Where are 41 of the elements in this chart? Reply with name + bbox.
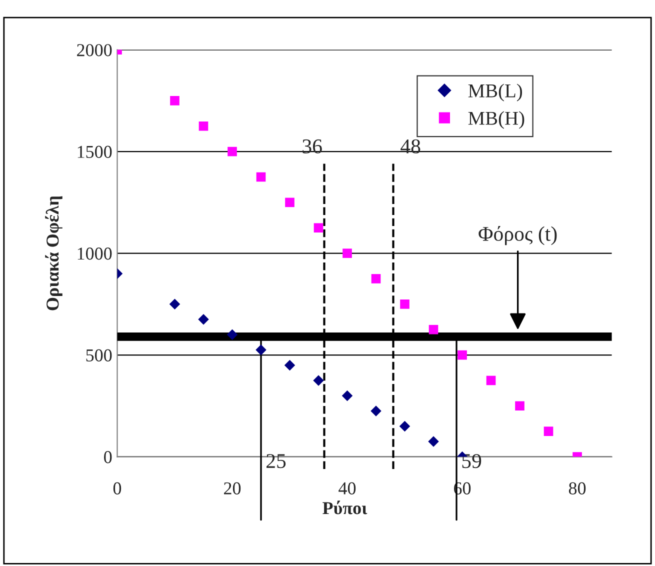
point: [228, 146, 237, 156]
ref-line-label: 48: [400, 139, 420, 154]
legend-label: MB(H): [468, 111, 524, 129]
point: [170, 96, 180, 106]
ref-line-label: 25: [266, 454, 286, 468]
y-tick-label: 1500: [78, 146, 112, 158]
point: [399, 420, 410, 432]
point: [226, 329, 238, 340]
annotation: Φόρος (t): [478, 226, 557, 246]
x-tick-label: 80: [568, 482, 586, 494]
point: [371, 274, 381, 284]
point: [314, 223, 324, 233]
x-tick-label: 20: [224, 482, 241, 494]
point: [428, 324, 438, 334]
x-tick-label: 40: [338, 482, 356, 494]
point: [256, 344, 266, 356]
point: [313, 375, 324, 386]
legend-label: MB(L): [468, 84, 522, 102]
point: [400, 299, 410, 309]
point: [515, 401, 524, 411]
point: [342, 390, 353, 402]
point: [169, 298, 180, 310]
y-tick-label: 2000: [77, 44, 112, 56]
y-tick-label: 500: [86, 349, 112, 362]
ref-line-label: 36: [302, 139, 322, 154]
x-tick-label: 0: [113, 482, 122, 494]
y-tick-label: 1000: [78, 248, 112, 260]
y-tick-label: 0: [104, 451, 112, 464]
point: [370, 406, 382, 416]
point: [198, 121, 208, 131]
x-axis-title: Ρύποι: [322, 500, 368, 514]
point: [342, 248, 352, 258]
point: [486, 376, 496, 386]
point: [284, 360, 296, 371]
point: [285, 198, 294, 208]
point: [544, 426, 554, 436]
point: [458, 350, 467, 360]
point: [256, 172, 266, 182]
point: [198, 314, 209, 325]
point: [428, 436, 439, 447]
y-axis-title: Οριακά Οφέλη: [45, 196, 62, 310]
